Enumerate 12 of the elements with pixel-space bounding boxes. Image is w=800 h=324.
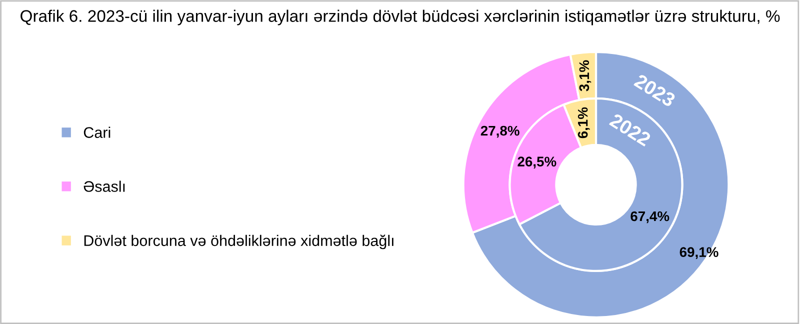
slice-label: 2023 <box>633 73 676 108</box>
legend-label: Əsaslı <box>84 180 125 192</box>
legend-label: Cari <box>84 126 110 138</box>
data-label: 3,1% <box>579 60 592 92</box>
data-label: 6,1% <box>578 107 590 138</box>
chart-title: Qrafik 6. 2023-cü ilin yanvar-iyun ayları ərzində dövlət büdcəsi xərclərinin istiqamətlər üzrə strukturu, % <box>20 10 780 26</box>
data-label: 69,1% <box>680 247 718 260</box>
slice-label: 2022 <box>608 112 652 147</box>
legend-label: Dövlət borcuna və öhdəliklərinə xidmətlə bağlı <box>84 234 394 250</box>
data-label: 26,5% <box>518 156 556 169</box>
data-label: 27,8% <box>480 126 520 138</box>
data-label: 67,4% <box>630 211 670 224</box>
